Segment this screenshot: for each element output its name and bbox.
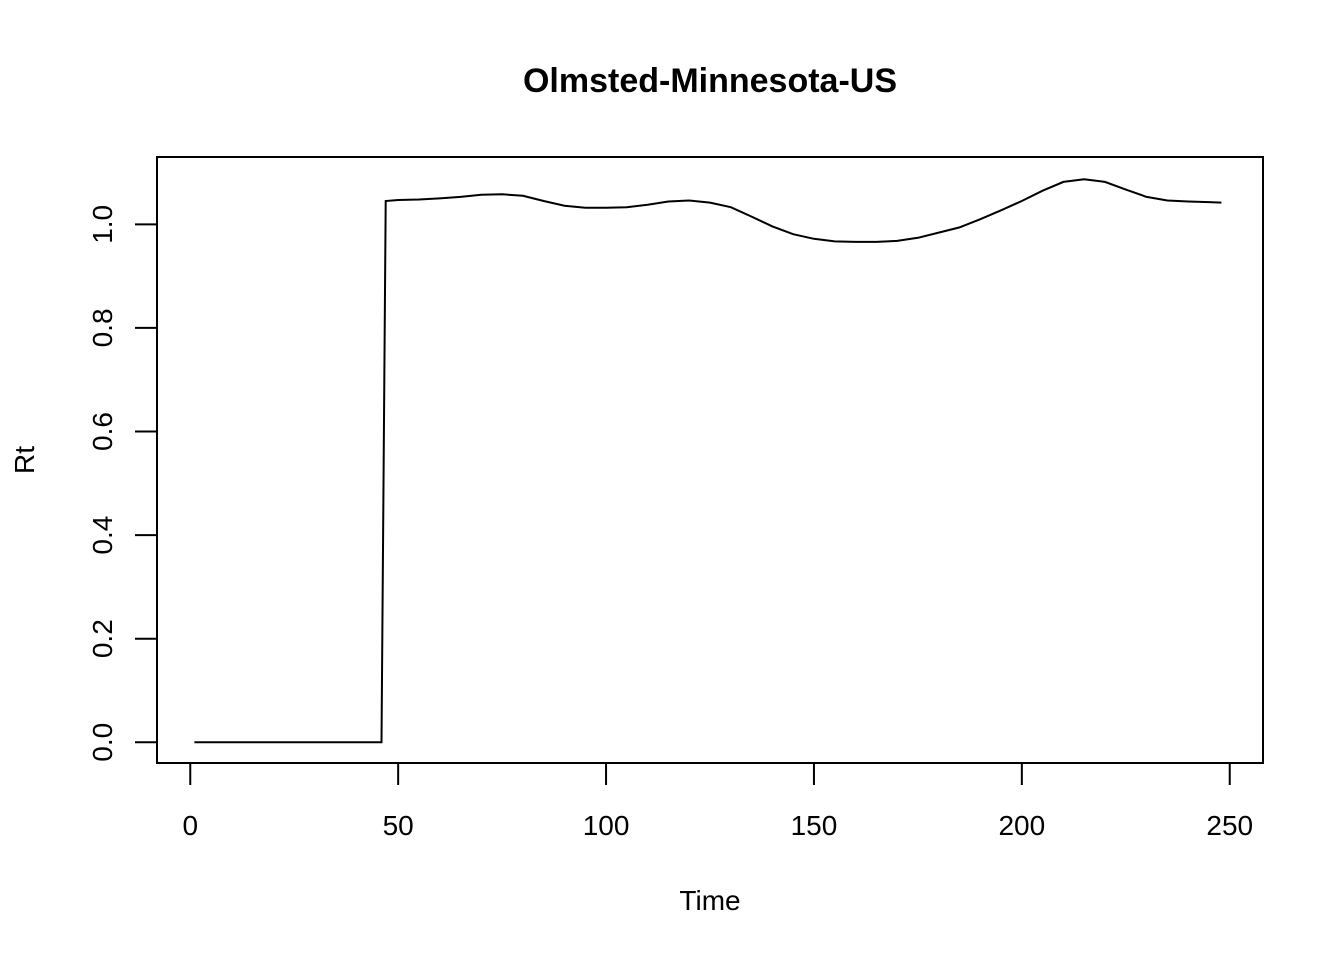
y-tick-label: 0.6 <box>87 412 118 451</box>
y-tick-label: 1.0 <box>87 205 118 244</box>
rt-series-line <box>194 178 1222 744</box>
x-tick-label: 250 <box>1206 810 1253 841</box>
x-axis: 0 50 100 150 200 250 <box>182 762 1253 841</box>
x-tick-label: 0 <box>182 810 198 841</box>
plot-frame <box>156 156 1264 764</box>
y-axis-label: Rt <box>9 446 40 474</box>
y-axis: 0.0 0.2 0.4 0.6 0.8 1.0 <box>87 205 158 762</box>
x-tick-label: 200 <box>998 810 1045 841</box>
x-tick-label: 100 <box>583 810 630 841</box>
y-tick-label: 0.2 <box>87 619 118 658</box>
chart-title: Olmsted-Minnesota-US <box>523 62 897 100</box>
x-axis-label: Time <box>679 885 740 916</box>
x-tick-label: 50 <box>383 810 414 841</box>
y-tick-label: 0.8 <box>87 308 118 347</box>
y-tick-label: 0.0 <box>87 723 118 762</box>
y-tick-label: 0.4 <box>87 516 118 555</box>
x-tick-label: 150 <box>791 810 838 841</box>
